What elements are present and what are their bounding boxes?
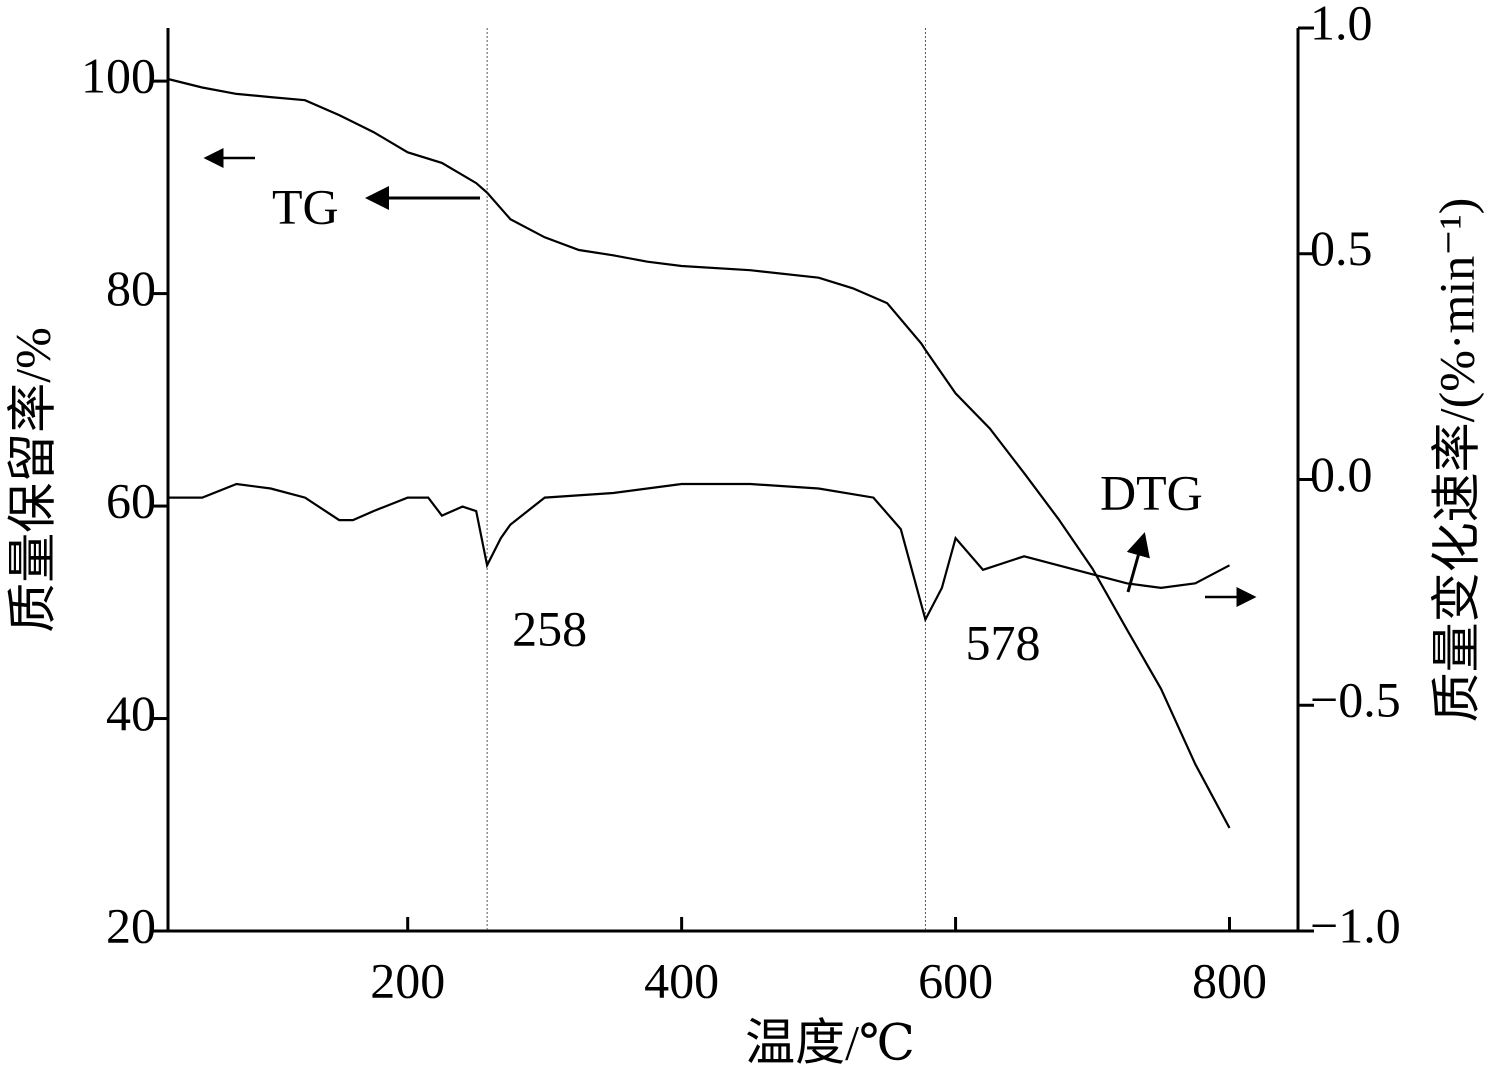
- y-tick-label: 80: [106, 260, 156, 316]
- y-tick-label: 40: [106, 685, 156, 741]
- reference-label: 258: [512, 600, 587, 656]
- annotation: DTG: [1100, 464, 1203, 520]
- y-tick-label: 20: [106, 897, 156, 953]
- x-tick-label: 200: [370, 952, 445, 1008]
- x-tick-label: 400: [644, 952, 719, 1008]
- x-tick-label: 800: [1192, 952, 1267, 1008]
- arrow: [1126, 532, 1150, 593]
- y2-tick-label: 0.5: [1310, 220, 1373, 276]
- annotation: TG: [272, 178, 339, 234]
- y2-tick-label: 1.0: [1310, 0, 1373, 50]
- y-tick-label: 60: [106, 473, 156, 529]
- y2-tick-label: 0.0: [1310, 446, 1373, 502]
- reference-label: 578: [965, 614, 1040, 670]
- x-axis-label: 温度/℃: [745, 1014, 915, 1070]
- x-tick-label: 600: [918, 952, 993, 1008]
- y-axis-label: 质量保留率/%: [4, 327, 60, 633]
- series-line: [167, 77, 1231, 829]
- y2-tick-label: −0.5: [1310, 672, 1401, 728]
- y2-tick-label: −1.0: [1310, 897, 1401, 953]
- y2-axis-label: 质量变化速率/(%·min⁻¹): [1428, 198, 1484, 723]
- y-tick-label: 100: [81, 48, 156, 104]
- series-line: [168, 482, 1231, 623]
